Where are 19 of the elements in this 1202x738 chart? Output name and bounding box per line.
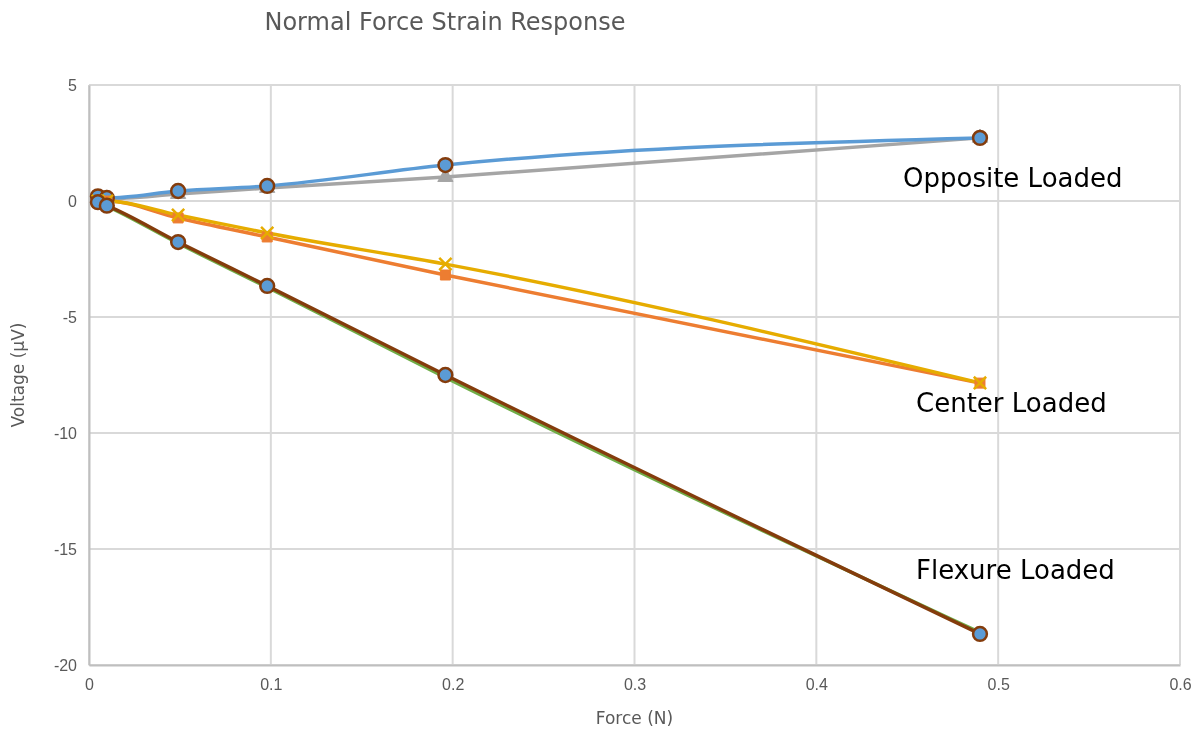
- annotation: Flexure Loaded: [916, 554, 1115, 585]
- y-tick-label: -10: [53, 424, 78, 442]
- annotation: Opposite Loaded: [903, 162, 1123, 193]
- annotation: Center Loaded: [916, 387, 1107, 418]
- y-tick-label: -15: [53, 540, 78, 558]
- x-tick-label: 0.1: [260, 676, 283, 694]
- y-axis-title: Voltage (μV): [8, 322, 28, 428]
- x-tick-label: 0.5: [987, 676, 1010, 694]
- chart-title: Normal Force Strain Response: [264, 8, 626, 36]
- x-tick-label: 0.3: [623, 676, 647, 694]
- y-tick-label: 0: [68, 192, 78, 210]
- x-tick-label: 0.6: [1169, 676, 1192, 694]
- x-tick-label: 0.2: [442, 676, 465, 694]
- y-tick-label: -20: [53, 656, 78, 674]
- x-axis-title: Force (N): [595, 708, 674, 728]
- x-tick-label: 0: [85, 676, 95, 694]
- x-tick-label: 0.4: [805, 676, 829, 694]
- y-tick-label: 5: [68, 76, 78, 94]
- y-tick-label: -5: [62, 308, 78, 326]
